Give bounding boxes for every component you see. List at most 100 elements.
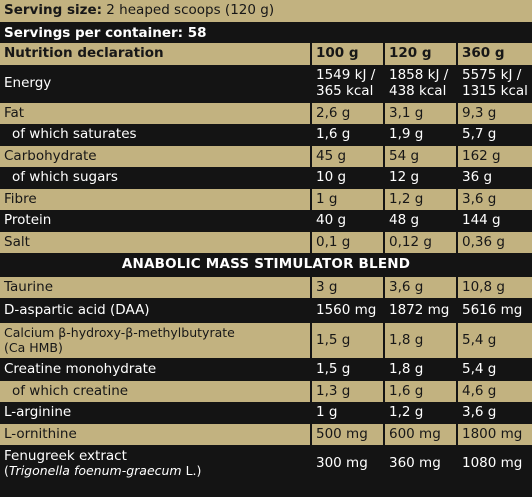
serving-size-row: Serving size: 2 heaped scoops (120 g) [0,0,532,22]
table-header: Nutrition declaration 100 g 120 g 360 g [0,43,532,65]
row-value-120g: 54 g [383,146,456,167]
table-row: of which creatine 1,3 g 1,6 g 4,6 g [0,381,532,402]
row-name: Protein [4,212,52,229]
fenugreek-latin-line: (Trigonella foenum-graecum L.) [4,463,202,479]
serving-size-label: Serving size: [4,2,103,19]
serving-size-value: 2 heaped scoops (120 g) [102,2,275,19]
row-value-360g: 10,8 g [456,277,532,298]
row-value-120g: 48 g [383,210,456,232]
row-value-360g: 144 g [456,210,532,232]
row-value-120g: 3,6 g [383,277,456,298]
header-col-360g: 360 g [456,43,532,65]
row-value-100g: 1,5 g [310,323,383,358]
table-row: Fibre 1 g 1,2 g 3,6 g [0,189,532,210]
table-row: L-ornithine 500 mg 600 mg 1800 mg [0,424,532,445]
row-value-360g: 3,6 g [456,189,532,210]
row-value-100g: 1 g [310,189,383,210]
table-row: of which sugars 10 g 12 g 36 g [0,167,532,189]
row-value-120g: 1,8 g [383,323,456,358]
row-value-100g: 1560 mg [310,298,383,323]
row-value-120g: 1858 kJ / 438 kcal [383,65,456,103]
row-value-360g: 3,6 g [456,402,532,424]
table-row: Creatine monohydrate 1,5 g 1,8 g 5,4 g [0,358,532,381]
row-value-360g: 4,6 g [456,381,532,402]
row-value-100g: 500 mg [310,424,383,445]
row-value-100g: 40 g [310,210,383,232]
row-value-120g: 12 g [383,167,456,189]
row-value-120g: 3,1 g [383,103,456,124]
row-value-360g: 5,4 g [456,358,532,381]
row-name: Carbohydrate [4,147,97,164]
row-name: of which sugars [12,169,118,186]
servings-per-container-label: Servings per container: [4,24,184,41]
header-col-120g: 120 g [383,43,456,65]
row-value-120g: 600 mg [383,424,456,445]
row-value-100g: 45 g [310,146,383,167]
table-row: Fat 2,6 g 3,1 g 9,3 g [0,103,532,124]
table-row: Calcium β-hydroxy-β-methylbutyrate (Ca H… [0,323,532,358]
header-title: Nutrition declaration [4,45,164,62]
row-name: D-aspartic acid (DAA) [4,301,150,318]
row-value-120g: 360 mg [383,445,456,482]
blend-title: ANABOLIC MASS STIMULATOR BLEND [121,256,411,273]
row-name: L-ornithine [4,425,77,442]
row-name: Taurine [4,278,54,295]
row-name: Calcium β-hydroxy-β-methylbutyrate (Ca H… [4,325,235,355]
row-value-100g: 1 g [310,402,383,424]
table-row: Fenugreek extract (Trigonella foenum-gra… [0,445,532,482]
row-value-100g: 1,5 g [310,358,383,381]
table-row: Salt 0,1 g 0,12 g 0,36 g [0,232,532,253]
row-value-360g: 1800 mg [456,424,532,445]
row-name: Salt [4,233,30,250]
row-value-100g: 300 mg [310,445,383,482]
servings-per-container-row: Servings per container: 58 [0,24,532,43]
row-value-120g: 1872 mg [383,298,456,323]
row-value-120g: 1,8 g [383,358,456,381]
fenugreek-name: Fenugreek extract [4,447,127,464]
row-value-120g: 1,2 g [383,402,456,424]
row-value-100g: 10 g [310,167,383,189]
row-value-100g: 0,1 g [310,232,383,253]
row-value-120g: 1,9 g [383,124,456,146]
row-value-100g: 3 g [310,277,383,298]
fenugreek-latin: Trigonella foenum-graecum [8,463,182,479]
row-value-100g: 1,3 g [310,381,383,402]
row-value-360g: 162 g [456,146,532,167]
row-value-360g: 9,3 g [456,103,532,124]
row-name: of which saturates [12,126,137,143]
row-name: Fenugreek extract (Trigonella foenum-gra… [0,445,310,482]
row-value-360g: 5575 kJ / 1315 kcal [456,65,532,103]
fenugreek-prefix: ( [4,463,9,479]
row-name: Creatine monohydrate [4,360,157,377]
row-value-120g: 1,6 g [383,381,456,402]
row-name: Fibre [4,190,37,207]
row-value-360g: 36 g [456,167,532,189]
fenugreek-suffix: L.) [181,463,202,479]
row-value-100g: 1549 kJ / 365 kcal [310,65,383,103]
table-row: Taurine 3 g 3,6 g 10,8 g [0,277,532,298]
row-value-120g: 0,12 g [383,232,456,253]
row-value-100g: 1,6 g [310,124,383,146]
table-row: Energy 1549 kJ / 365 kcal 1858 kJ / 438 … [0,65,532,103]
blend-title-row: ANABOLIC MASS STIMULATOR BLEND [0,253,532,277]
row-name: L-arginine [4,404,72,421]
table-row: of which saturates 1,6 g 1,9 g 5,7 g [0,124,532,146]
row-value-360g: 0,36 g [456,232,532,253]
row-name: Fat [4,104,25,121]
row-value-360g: 5,7 g [456,124,532,146]
table-row: Carbohydrate 45 g 54 g 162 g [0,146,532,167]
row-value-360g: 1080 mg [456,445,532,482]
row-name: of which creatine [12,382,129,399]
table-row: L-arginine 1 g 1,2 g 3,6 g [0,402,532,424]
row-value-120g: 1,2 g [383,189,456,210]
table-row: D-aspartic acid (DAA) 1560 mg 1872 mg 56… [0,298,532,323]
header-col-100g: 100 g [310,43,383,65]
divider [0,22,532,24]
row-value-360g: 5616 mg [456,298,532,323]
servings-per-container-value: 58 [183,24,207,41]
row-value-360g: 5,4 g [456,323,532,358]
row-value-100g: 2,6 g [310,103,383,124]
row-name: Energy [4,75,52,92]
table-row: Protein 40 g 48 g 144 g [0,210,532,232]
